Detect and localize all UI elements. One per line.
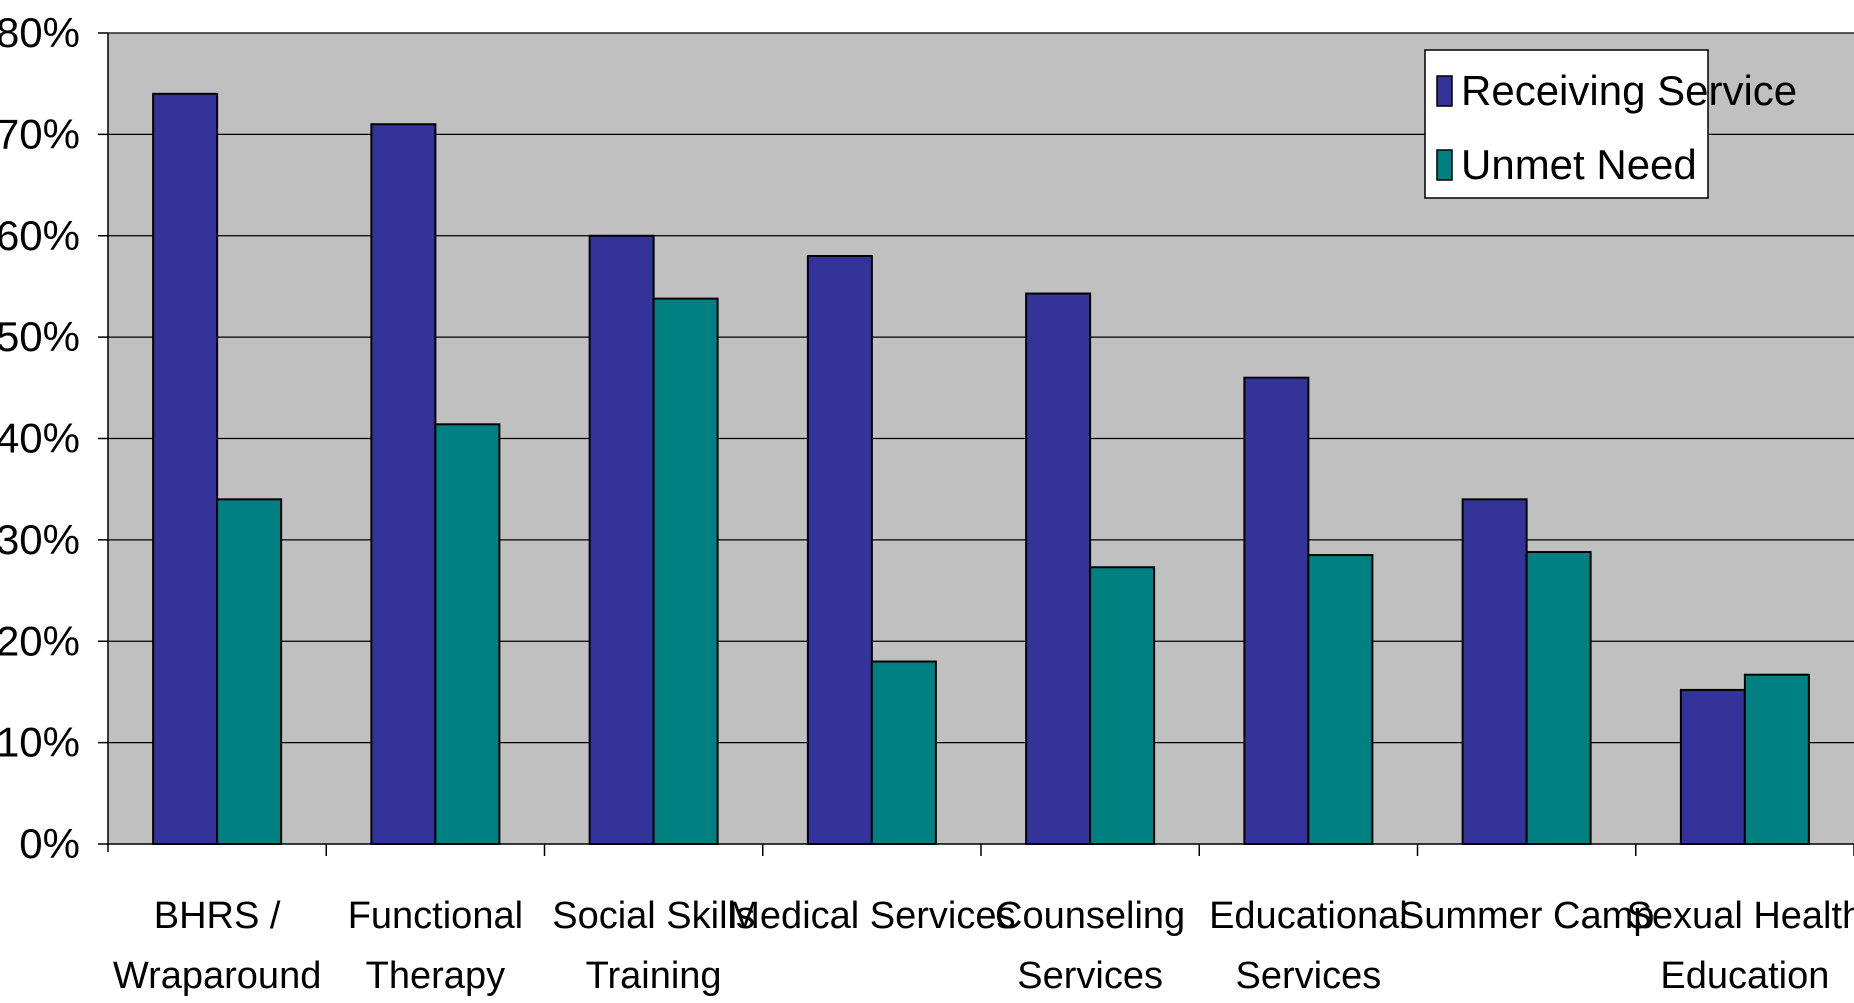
bar-receiving-service [1243, 376, 1310, 845]
legend: Receiving Service Unmet Need [1424, 49, 1797, 199]
y-tick-label: 10% [0, 719, 80, 766]
x-category-label: BHRS / [154, 895, 281, 937]
x-category-label: Training [586, 955, 722, 997]
bar-receiving-service [1679, 688, 1746, 845]
axes [98, 32, 1854, 856]
y-tick-label: 60% [0, 212, 80, 259]
bar-unmet-need [1089, 566, 1156, 846]
x-category-label: Sexual Health [1627, 895, 1854, 937]
x-category-label: Wraparound [113, 955, 321, 997]
legend-swatch-unmet-need [1436, 149, 1453, 181]
x-category-label: Educational [1209, 895, 1408, 937]
bar-receiving-service [588, 234, 655, 845]
y-tick-label: 20% [0, 617, 80, 664]
bar-receiving-service [1025, 292, 1092, 845]
bar-unmet-need [1307, 554, 1374, 845]
x-category-label: Services [1236, 955, 1382, 997]
y-tick-label: 0% [19, 820, 80, 867]
bars [152, 92, 1810, 846]
bar-receiving-service [370, 123, 437, 846]
y-tick-label: 30% [0, 516, 80, 563]
x-category-label: Summer Camp [1399, 895, 1655, 937]
x-category-label: Medical Services [728, 895, 1015, 937]
legend-label-unmet-need: Unmet Need [1461, 141, 1697, 188]
y-tick-label: 70% [0, 110, 80, 157]
y-axis-tick-labels: 0% 10% 20% 30% 40% 50% 60% 70% 80% [0, 9, 80, 867]
y-tick-label: 40% [0, 415, 80, 462]
y-tick-label: 50% [0, 313, 80, 360]
legend-swatch-receiving-service [1436, 75, 1453, 107]
x-category-label: Social Skills [552, 895, 755, 937]
bar-receiving-service [1461, 498, 1528, 845]
bar-unmet-need [1743, 673, 1810, 845]
bar-unmet-need [652, 297, 719, 846]
bar-receiving-service [152, 92, 219, 845]
x-category-label: Therapy [366, 955, 505, 997]
x-axis-category-labels: BHRS / Wraparound Functional Therapy Social … [113, 895, 1854, 997]
legend-box [1424, 49, 1709, 199]
legend-label-receiving-service: Receiving Service [1461, 67, 1797, 114]
y-tick-label: 80% [0, 9, 80, 56]
x-category-label: Education [1660, 955, 1829, 997]
x-category-label: Counseling [995, 895, 1185, 937]
x-category-label: Functional [348, 895, 523, 937]
bar-unmet-need [216, 498, 283, 845]
bar-unmet-need [1525, 551, 1592, 845]
bar-receiving-service [806, 255, 873, 845]
bar-unmet-need [434, 423, 501, 845]
x-category-label: Services [1017, 955, 1163, 997]
bar-unmet-need [870, 660, 937, 846]
